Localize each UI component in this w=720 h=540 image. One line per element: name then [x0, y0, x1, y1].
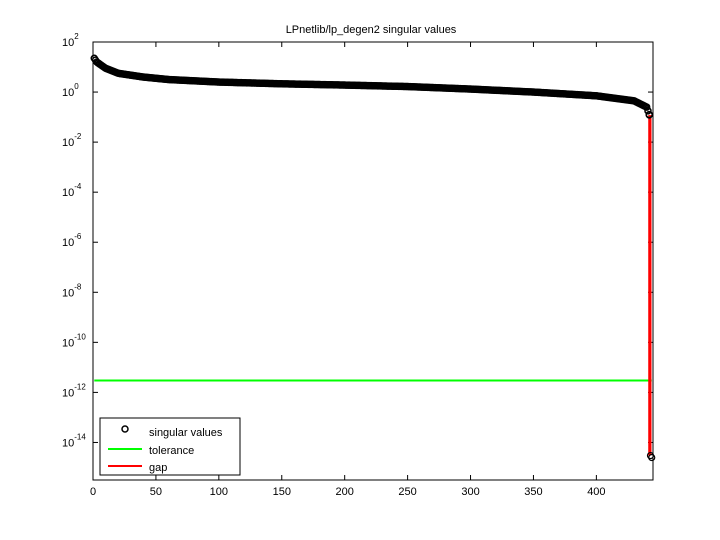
singular-value-point [645, 111, 653, 119]
ticks-layer: 0 50 100 150 200 250 300 350 400 102 100 10-2 10-4 10… [62, 32, 653, 498]
y-tick-label: 10-10 [62, 332, 86, 349]
legend-label-singular-values: singular values [149, 427, 223, 439]
legend-label-gap: gap [149, 462, 167, 474]
x-tick-label: 150 [273, 486, 291, 498]
x-tick-label: 200 [336, 486, 354, 498]
x-tick-label: 100 [210, 486, 228, 498]
y-tick-label: 10-6 [62, 232, 82, 249]
x-tick-label: 400 [587, 486, 605, 498]
singular-value-point [648, 453, 656, 462]
gap-layer [648, 115, 652, 456]
plot-frame [92, 41, 654, 481]
y-tick-label: 100 [62, 82, 79, 99]
y-tick-label: 10-14 [62, 432, 86, 449]
y-tick-label: 10-4 [62, 182, 82, 199]
y-tick-label: 10-2 [62, 132, 82, 149]
chart-title: LPnetlib/lp_degen2 singular values [286, 24, 457, 36]
y-tick-label: 10-8 [62, 282, 82, 299]
y-tick-label: 102 [62, 32, 79, 49]
x-tick-label: 50 [150, 486, 162, 498]
singular-value-point [642, 103, 651, 111]
x-tick-label: 300 [461, 486, 479, 498]
legend: singular values tolerance gap [99, 417, 241, 476]
points-layer [90, 54, 656, 462]
legend-label-tolerance: tolerance [149, 445, 194, 457]
y-tick-label: 10-12 [62, 382, 86, 399]
singular-value-point [644, 107, 652, 115]
x-tick-label: 250 [398, 486, 416, 498]
x-tick-label: 0 [90, 486, 96, 498]
x-tick-label: 350 [524, 486, 542, 498]
legend-marker-singular-values [121, 425, 129, 433]
